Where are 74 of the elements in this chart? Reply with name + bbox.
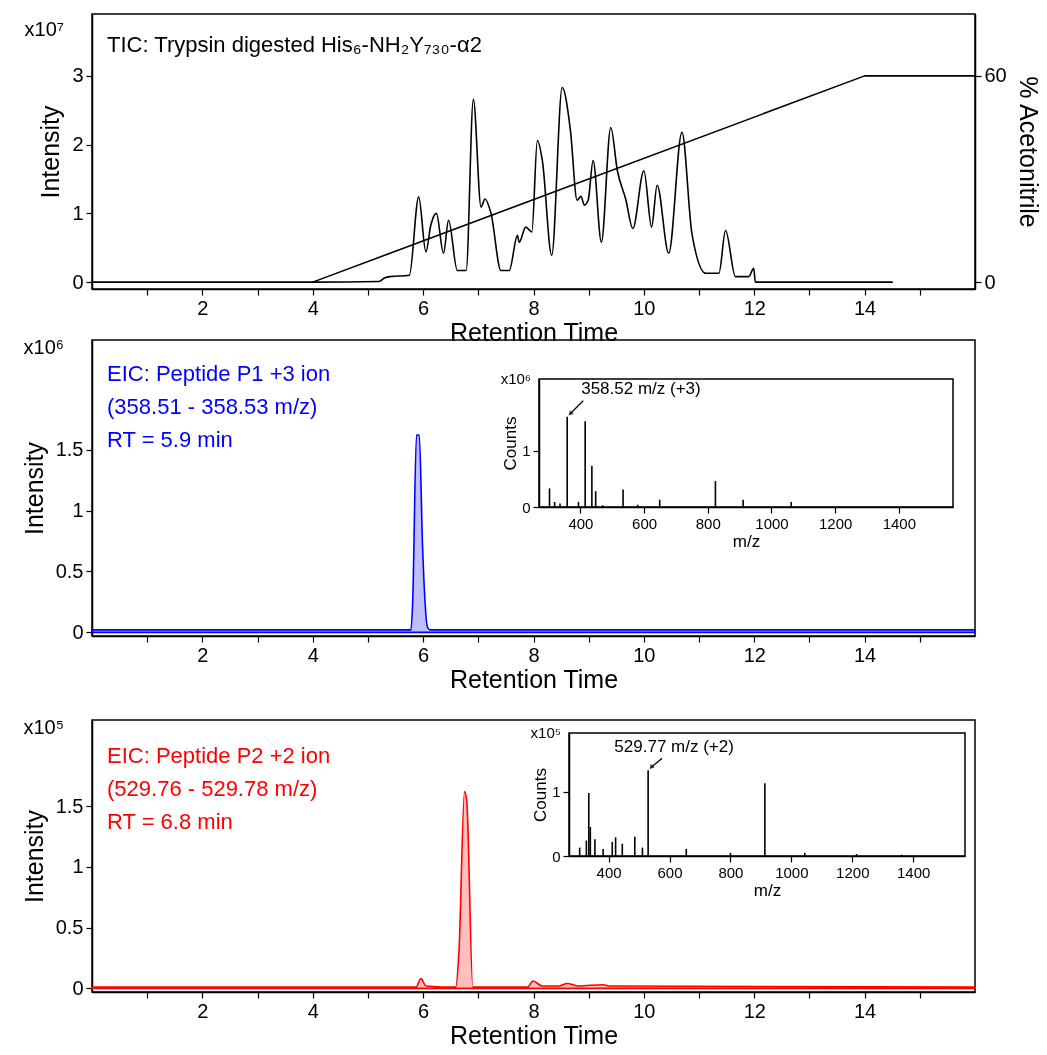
y-tick-label: 1 xyxy=(72,855,84,878)
annotation: x10⁵ xyxy=(530,724,561,741)
y-tick-label: 2 xyxy=(72,133,84,156)
x-tick-label: 8 xyxy=(528,296,540,319)
x-tick-label: 600 xyxy=(632,514,658,532)
annotation: EIC: Peptide P1 +3 ion xyxy=(107,361,331,386)
x-axis-title: m/z xyxy=(732,531,761,551)
x-tick-label: 10 xyxy=(633,296,656,319)
x-axis-title: m/z xyxy=(753,880,782,900)
x-tick-label: 2 xyxy=(197,999,209,1022)
x-tick-label: 14 xyxy=(854,999,877,1022)
x-tick-label: 4 xyxy=(307,999,319,1022)
x-tick-label: 10 xyxy=(633,643,656,666)
x-axis-title: Retention Time xyxy=(449,317,619,346)
x-tick-label: 400 xyxy=(596,863,622,881)
y2-tick-label: 0 xyxy=(984,270,996,293)
x-tick-label: 2 xyxy=(197,296,209,319)
text: x10⁷ xyxy=(24,18,64,40)
text: x10⁵ xyxy=(23,716,64,738)
x-tick-label: 12 xyxy=(743,643,766,666)
y-tick-label: 1 xyxy=(552,783,561,801)
x-tick-label: 2 xyxy=(197,643,209,666)
y-tick-label: 0.5 xyxy=(55,916,84,939)
annotation: RT = 6.8 min xyxy=(107,809,233,834)
annotation: TIC: Trypsin digested His₆-NH₂Y₇₃₀-α2 xyxy=(107,32,482,57)
y-axis-title: Intensity xyxy=(19,441,48,536)
x-tick-label: 6 xyxy=(418,999,430,1022)
annotation: 529.77 m/z (+2) xyxy=(614,737,734,757)
y-axis-title: Counts xyxy=(531,768,551,822)
y-tick-label: 1 xyxy=(522,442,531,460)
annotation: 358.52 m/z (+3) xyxy=(581,378,701,398)
x-tick-label: 8 xyxy=(528,643,540,666)
x-tick-label: 1200 xyxy=(818,514,853,532)
y-axis-title: Intensity xyxy=(36,104,65,199)
y2-axis-title: % Acetonitrile xyxy=(1014,76,1043,228)
y-tick-label: 0.5 xyxy=(55,559,84,582)
x-tick-label: 14 xyxy=(854,296,877,319)
x-tick-label: 4 xyxy=(307,643,319,666)
y2-tick-label: 60 xyxy=(984,64,1007,87)
y-tick-label: 3 xyxy=(72,64,84,87)
x-axis-title: Retention Time xyxy=(449,1020,619,1049)
y-tick-label: 0 xyxy=(72,620,84,643)
y-tick-label: 1.5 xyxy=(55,794,84,817)
x-tick-label: 14 xyxy=(854,643,877,666)
x-tick-label: 1200 xyxy=(836,863,870,881)
annotation: RT = 5.9 min xyxy=(107,427,233,452)
x-tick-label: 600 xyxy=(657,863,683,881)
annotation: (358.51 - 358.53 m/z) xyxy=(107,394,318,419)
y-tick-label: 1.5 xyxy=(55,438,84,461)
x-tick-label: 1400 xyxy=(882,514,917,532)
y-tick-label: 0 xyxy=(72,270,84,293)
x-tick-label: 1000 xyxy=(755,514,789,532)
x-tick-label: 400 xyxy=(568,514,594,532)
x-tick-label: 4 xyxy=(307,296,319,319)
text: x10⁶ xyxy=(23,336,64,358)
x-tick-label: 8 xyxy=(528,999,540,1022)
x-tick-label: 12 xyxy=(743,296,766,319)
x-tick-label: 10 xyxy=(633,999,656,1022)
x-tick-label: 6 xyxy=(418,643,430,666)
x-tick-label: 1400 xyxy=(897,863,931,881)
x-tick-label: 800 xyxy=(718,863,744,881)
y-axis-title: Counts xyxy=(501,416,521,471)
x-tick-label: 6 xyxy=(418,296,430,319)
y-tick-label: 1 xyxy=(72,499,84,522)
x-tick-label: 800 xyxy=(695,514,721,532)
annotation: x10⁶ xyxy=(500,370,531,387)
x-tick-label: 1000 xyxy=(775,863,809,881)
x-axis-title: Retention Time xyxy=(449,664,619,693)
x-tick-label: 12 xyxy=(743,999,766,1022)
y-tick-label: 1 xyxy=(72,201,84,224)
y-axis-title: Intensity xyxy=(19,809,48,904)
annotation: (529.76 - 529.78 m/z) xyxy=(107,776,318,801)
annotation: EIC: Peptide P2 +2 ion xyxy=(107,743,331,768)
y-tick-label: 0 xyxy=(72,976,84,999)
